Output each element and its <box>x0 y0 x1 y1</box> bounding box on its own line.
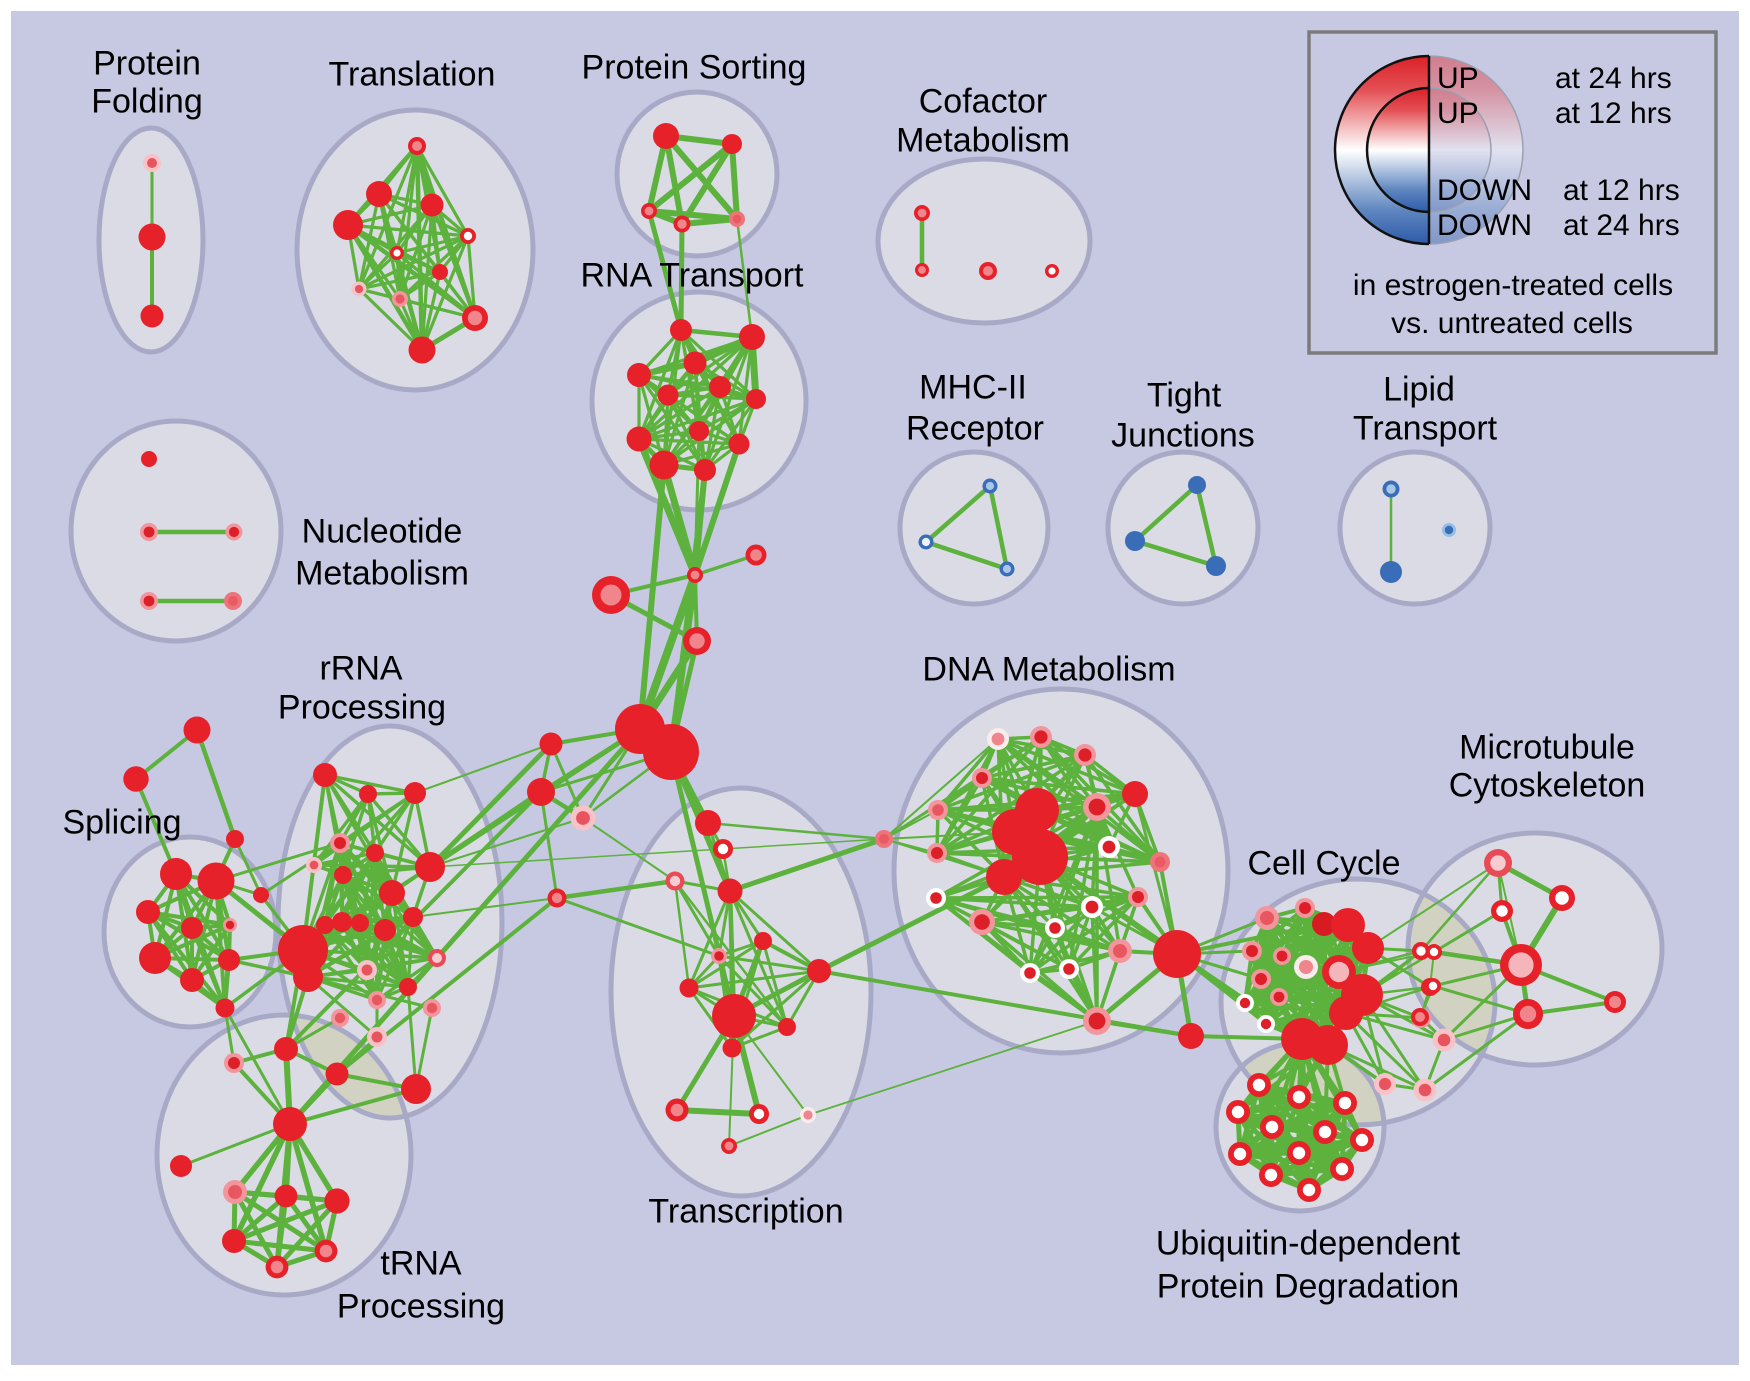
svg-text:Cell Cycle: Cell Cycle <box>1247 845 1400 883</box>
svg-text:Transcription: Transcription <box>648 1193 843 1231</box>
svg-text:at 12 hrs: at 12 hrs <box>1563 174 1680 207</box>
svg-text:RNA Transport: RNA Transport <box>581 257 805 295</box>
svg-text:MHC-II: MHC-II <box>919 369 1027 407</box>
svg-text:Protein Degradation: Protein Degradation <box>1157 1268 1459 1306</box>
svg-text:Ubiquitin-dependent: Ubiquitin-dependent <box>1156 1225 1461 1263</box>
svg-text:Processing: Processing <box>278 689 446 727</box>
svg-text:Protein: Protein <box>93 45 201 83</box>
svg-text:Splicing: Splicing <box>62 804 181 842</box>
svg-text:DOWN: DOWN <box>1437 174 1532 207</box>
svg-text:rRNA: rRNA <box>319 650 402 688</box>
svg-text:UP: UP <box>1437 62 1479 95</box>
svg-text:at 24 hrs: at 24 hrs <box>1555 62 1672 95</box>
svg-text:Translation: Translation <box>329 56 496 94</box>
svg-text:Cofactor: Cofactor <box>919 83 1048 121</box>
svg-text:Nucleotide: Nucleotide <box>302 513 463 551</box>
svg-text:in estrogen-treated cells: in estrogen-treated cells <box>1353 269 1673 302</box>
svg-text:DNA Metabolism: DNA Metabolism <box>922 651 1175 689</box>
svg-text:at 24 hrs: at 24 hrs <box>1563 209 1680 242</box>
svg-text:Junctions: Junctions <box>1111 417 1255 455</box>
svg-text:Protein Sorting: Protein Sorting <box>582 49 807 87</box>
svg-text:Metabolism: Metabolism <box>295 555 469 593</box>
svg-text:Tight: Tight <box>1147 377 1222 415</box>
svg-text:Receptor: Receptor <box>906 410 1044 448</box>
svg-text:DOWN: DOWN <box>1437 209 1532 242</box>
svg-text:Processing: Processing <box>337 1288 505 1326</box>
svg-text:UP: UP <box>1437 97 1479 130</box>
svg-text:tRNA: tRNA <box>380 1245 462 1283</box>
svg-text:Lipid: Lipid <box>1383 371 1455 409</box>
svg-text:vs. untreated cells: vs. untreated cells <box>1391 307 1633 340</box>
svg-text:Microtubule: Microtubule <box>1459 729 1635 767</box>
svg-text:at 12 hrs: at 12 hrs <box>1555 97 1672 130</box>
svg-text:Cytoskeleton: Cytoskeleton <box>1449 767 1646 805</box>
svg-text:Transport: Transport <box>1353 410 1498 448</box>
svg-text:Folding: Folding <box>91 83 203 121</box>
svg-text:Metabolism: Metabolism <box>896 122 1070 160</box>
